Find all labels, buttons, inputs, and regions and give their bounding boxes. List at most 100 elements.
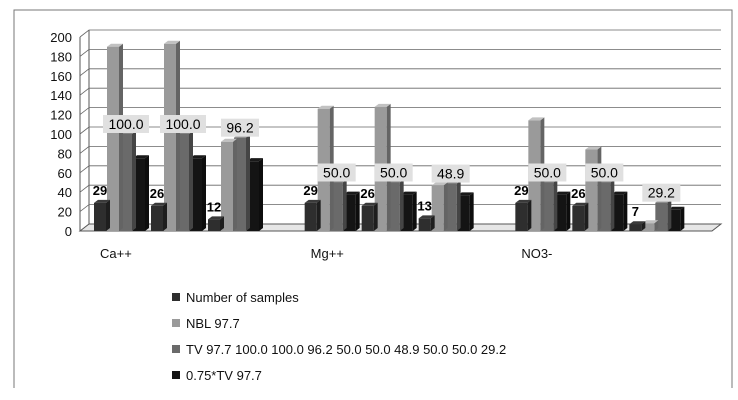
data-label-tv: 50.0 — [591, 165, 618, 181]
data-label-tv-box — [374, 163, 413, 182]
bar-top — [528, 117, 545, 121]
bar-top — [515, 199, 532, 203]
bar-front — [94, 202, 106, 231]
bar-side — [132, 131, 136, 231]
bar-top — [361, 202, 378, 206]
legend-label: TV 97.7 100.0 100.0 96.2 50.0 50.0 48.9 … — [186, 342, 506, 357]
bar-front — [164, 43, 176, 231]
gridline — [79, 184, 721, 193]
bar-top — [107, 43, 123, 47]
bar-top — [457, 192, 474, 196]
bar-side — [430, 215, 435, 231]
bar — [107, 43, 123, 232]
data-label-number-of-samples: 29 — [303, 183, 317, 198]
bar-side — [584, 202, 589, 231]
bar-top — [221, 138, 237, 142]
y-axis-ticks: 0 20 40 60 80 100 120 140 160 180 200 — [50, 30, 72, 239]
bar-side — [176, 40, 180, 231]
gridline — [79, 29, 721, 38]
data-label-tv-box — [103, 115, 149, 133]
data-label-number-of-samples: 12 — [207, 199, 221, 214]
y-tick-label: 0 — [65, 224, 72, 239]
data-label-tv-box — [431, 164, 470, 183]
bar-side — [342, 179, 347, 231]
data-label-tv: 96.2 — [226, 120, 253, 136]
bar-top — [304, 199, 321, 203]
bar-side — [597, 146, 602, 231]
data-label-tv-box — [642, 183, 681, 202]
y-tick-label: 40 — [58, 185, 72, 200]
bar-top — [208, 216, 224, 220]
gridline — [79, 87, 721, 96]
data-label-number-of-samples: 29 — [514, 183, 528, 198]
bar-top — [611, 191, 628, 195]
bar-side — [355, 191, 360, 231]
bar — [361, 202, 378, 231]
legend-swatch — [172, 371, 180, 379]
bar-top — [164, 40, 180, 44]
bar-side — [469, 192, 474, 231]
legend-swatch — [172, 345, 180, 353]
bar-front — [304, 202, 317, 231]
gridline — [79, 49, 721, 57]
bar-top — [642, 220, 659, 224]
y-tick-label: 20 — [58, 205, 72, 220]
bar-side — [202, 155, 206, 231]
chart-outer-border — [13, 9, 733, 388]
gridline — [79, 145, 721, 154]
bar-front — [107, 46, 119, 232]
bar-side — [667, 199, 672, 231]
bar — [515, 199, 532, 231]
bar-top — [151, 202, 167, 206]
bar-side — [527, 199, 532, 231]
y-tick-label: 100 — [50, 127, 72, 142]
legend: Number of samples NBL 97.7 TV 97.7 100.0 1… — [172, 290, 506, 383]
y-tick-label: 140 — [50, 88, 72, 103]
y-tick-label: 120 — [50, 108, 72, 123]
bar — [94, 199, 110, 231]
bar-side — [145, 155, 149, 231]
bar-top — [133, 155, 149, 159]
bar-front — [208, 219, 220, 231]
gridline — [79, 126, 721, 135]
bar-side — [553, 179, 558, 231]
bar-front — [418, 218, 431, 231]
bar-side — [623, 191, 628, 231]
bar — [164, 40, 180, 231]
data-label-tv-box — [221, 118, 259, 137]
bar-side — [680, 206, 685, 231]
gridline — [79, 165, 721, 174]
legend-label: 0.75*TV 97.7 — [186, 368, 262, 383]
bar-front — [629, 224, 642, 231]
x-tick-label: NO3- — [521, 246, 552, 261]
bar-side — [119, 43, 123, 232]
bar — [151, 202, 167, 231]
data-label-tv: 100.0 — [165, 116, 200, 132]
bar-top — [418, 215, 435, 219]
legend-item: NBL 97.7 — [172, 316, 240, 331]
bar — [572, 202, 589, 231]
data-label-tv-box — [160, 115, 206, 133]
gridline — [79, 68, 721, 77]
bar-front — [361, 205, 374, 231]
data-label-number-of-samples: 26 — [571, 186, 585, 201]
bar-top — [190, 155, 206, 159]
data-label-tv: 48.9 — [437, 166, 464, 182]
bar-top — [400, 191, 417, 195]
legend-item: Number of samples — [172, 290, 299, 305]
bar-front — [151, 205, 163, 231]
bar-side — [220, 216, 224, 231]
bar-front — [572, 205, 585, 231]
bar-top — [374, 103, 391, 107]
gridlines — [79, 29, 721, 212]
bar-top — [572, 202, 589, 206]
bar-side — [259, 158, 263, 231]
bar-side — [443, 182, 448, 231]
bar-top — [343, 191, 360, 195]
y-tick-label: 160 — [50, 69, 72, 84]
bar-side — [412, 191, 417, 231]
legend-item: TV 97.7 100.0 100.0 96.2 50.0 50.0 48.9 … — [172, 342, 506, 357]
data-labels: 29 100.0 26 100.0 12 96.2 29 50.0 26 50.0 13 48.9 29… — [93, 115, 681, 219]
x-tick-label: Mg++ — [311, 246, 344, 261]
